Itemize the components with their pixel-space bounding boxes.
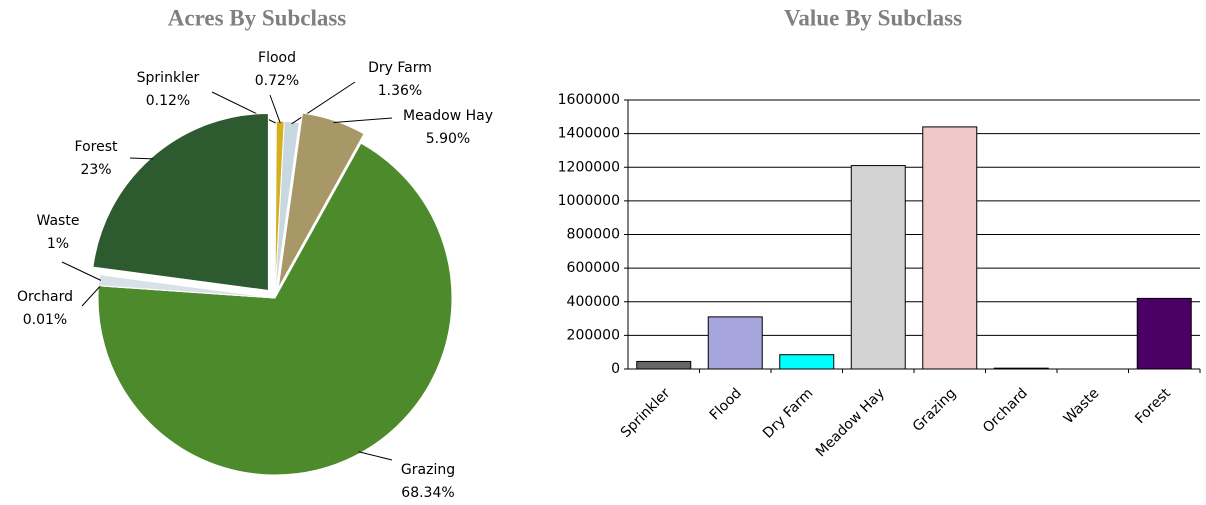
y-tick-label: 600000 [567,260,620,276]
x-tick-label: Sprinkler [618,385,674,441]
leader-line [270,95,280,123]
x-tick-label: Flood [707,385,745,423]
slice-label: Forest [75,139,118,155]
x-tick-label: Dry Farm [760,385,816,441]
slice-value-label: 0.72% [255,73,299,89]
slice-value-label: 0.12% [146,93,190,109]
bar [780,355,834,369]
slice-value-label: 68.34% [401,485,454,501]
slice-value-label: 1.36% [378,83,422,99]
leader-line [359,452,392,460]
leader-line [334,118,392,123]
slice-label: Sprinkler [137,70,200,86]
y-tick-label: 200000 [567,327,620,343]
bar [637,361,691,369]
y-tick-label: 1000000 [558,193,620,209]
slice-value-label: 5.90% [426,131,470,147]
bar [708,317,762,369]
slice-label: Dry Farm [368,60,432,76]
x-tick-label: Orchard [980,385,1031,436]
slice-label: Flood [258,50,296,66]
y-tick-label: 1200000 [558,159,620,175]
y-tick-label: 0 [611,361,620,377]
slice-value-label: 1% [47,236,69,252]
x-tick-label: Forest [1132,385,1174,427]
bar [923,127,977,369]
x-tick-label: Meadow Hay [813,385,888,460]
bar [1137,298,1191,369]
slice-value-label: 0.01% [23,312,67,328]
y-tick-label: 1600000 [558,92,620,108]
x-tick-label: Waste [1061,385,1103,427]
chart-panel: Acres By Subclass Value By Subclass Spri… [0,0,1206,505]
slice-label: Orchard [17,289,73,305]
y-tick-label: 400000 [567,294,620,310]
leader-line [130,158,153,159]
bar [851,166,905,369]
slice-label: Waste [37,213,80,229]
page: {"chart_data": [ {"type": "pie", "title"… [0,0,1206,505]
slice-label: Grazing [401,462,455,478]
slice-value-label: 23% [80,162,111,178]
bar-title: Value By Subclass [784,5,962,30]
pie-title: Acres By Subclass [168,5,347,30]
slice-label: Meadow Hay [403,108,493,124]
x-tick-label: Grazing [910,385,960,435]
y-tick-label: 1400000 [558,126,620,142]
y-tick-label: 800000 [567,227,620,243]
bar [994,368,1048,369]
pie-slice [93,113,268,290]
